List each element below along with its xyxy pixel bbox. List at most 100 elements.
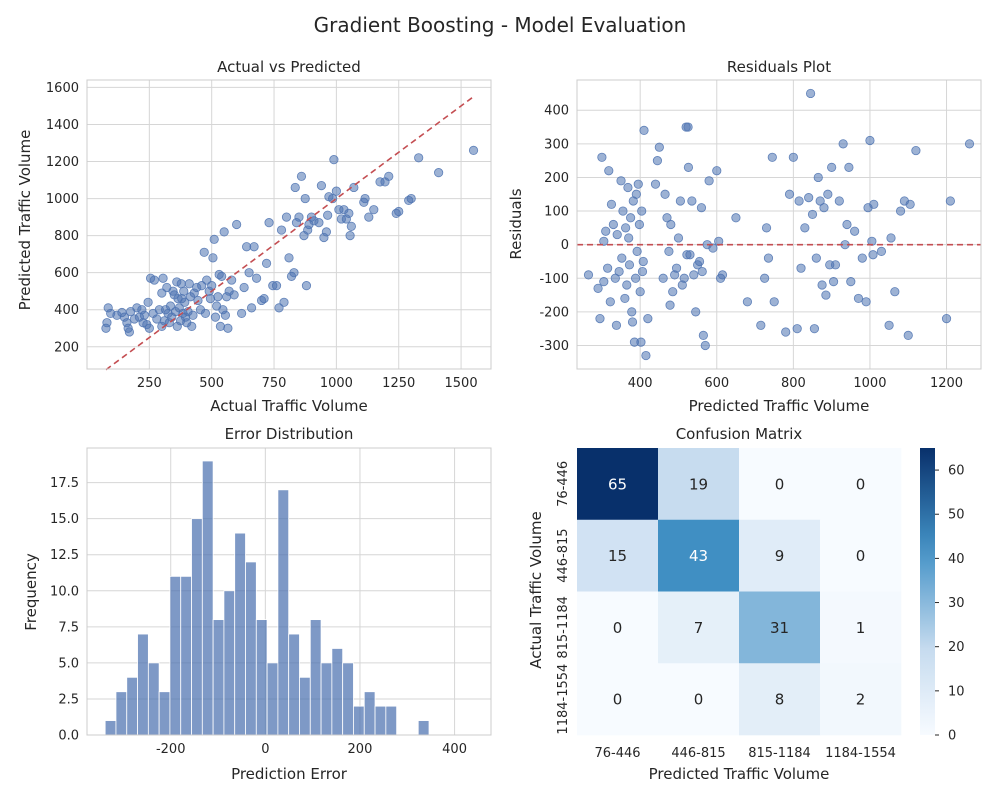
colorbar-tick-label: 60: [948, 464, 965, 479]
residuals-point: [608, 219, 618, 230]
residuals-y-tick-label: 0: [561, 238, 569, 253]
error-distribution-bar: [201, 460, 214, 736]
residuals-point: [627, 317, 638, 327]
error-distribution-y-tick-label: 2.5: [58, 692, 79, 707]
actual-vs-predicted-point: [188, 310, 198, 320]
actual-vs-predicted-title: Actual vs Predicted: [217, 58, 361, 76]
error-distribution-bar: [266, 662, 279, 736]
residuals-point: [623, 182, 633, 193]
actual-vs-predicted-point: [143, 297, 153, 307]
residuals-y-tick-label: 200: [544, 171, 569, 186]
error-distribution-bar: [320, 662, 333, 736]
confusion-matrix-cell: [739, 663, 821, 736]
error-distribution-bar: [342, 662, 354, 736]
colorbar-tick-label: 40: [948, 552, 965, 567]
residuals-point: [804, 193, 814, 203]
error-distribution-bar: [180, 575, 192, 736]
residuals-y-tick-label: -200: [539, 305, 569, 320]
residuals-point: [895, 206, 906, 216]
residuals-title: Residuals Plot: [727, 58, 831, 76]
figure-title: Gradient Boosting - Model Evaluation: [314, 13, 687, 37]
actual-vs-predicted-point: [294, 212, 304, 222]
residuals-point: [675, 196, 685, 206]
confusion-matrix-cell-value: 15: [608, 547, 627, 565]
colorbar-tick-label: 10: [948, 684, 965, 699]
confusion-matrix-cell-value: 0: [613, 691, 623, 709]
residuals-point: [788, 152, 798, 162]
residuals-x-tick-label: 1000: [853, 376, 886, 391]
residuals-point: [654, 142, 664, 152]
residuals-point: [683, 162, 694, 172]
residuals-y-tick-label: 300: [544, 137, 569, 152]
residuals-point: [626, 213, 636, 223]
error-distribution-bar: [223, 590, 236, 736]
error-distribution-y-tick-label: 12.5: [50, 548, 79, 563]
actual-vs-predicted-point: [276, 225, 287, 235]
confusion-matrix-cell: [739, 448, 821, 521]
residuals-point: [834, 196, 844, 206]
error-distribution-x-tick-label: 200: [348, 742, 373, 757]
confusion-matrix-cell-value: 1: [856, 619, 866, 637]
actual-vs-predicted-point: [149, 275, 159, 285]
actual-vs-predicted-x-tick-label: 1500: [445, 376, 478, 391]
actual-vs-predicted-point: [199, 247, 209, 257]
residuals-point: [853, 293, 864, 304]
actual-vs-predicted-point: [468, 145, 479, 155]
residuals-y-tick-label: 400: [544, 104, 569, 119]
actual-vs-predicted-point: [219, 227, 229, 237]
residuals-point: [756, 320, 766, 330]
error-distribution-xlabel: Prediction Error: [231, 765, 348, 783]
colorbar: [920, 448, 935, 735]
residuals-point: [813, 172, 823, 183]
actual-vs-predicted-point: [223, 323, 233, 333]
actual-vs-predicted-y-tick-label: 1600: [46, 81, 79, 96]
error-distribution-bar: [115, 691, 128, 736]
actual-vs-predicted-point: [152, 314, 162, 324]
residuals-point: [886, 233, 896, 243]
actual-vs-predicted-point: [261, 258, 272, 269]
residuals-point: [583, 270, 594, 280]
error-distribution-y-tick-label: 5.0: [58, 656, 79, 671]
error-distribution-bar: [277, 489, 290, 736]
residuals-point: [633, 179, 643, 189]
residuals-point: [850, 226, 860, 236]
residuals-point: [636, 337, 646, 347]
error-distribution-bar: [299, 676, 311, 736]
actual-vs-predicted-y-tick-label: 200: [54, 340, 79, 355]
error-distribution-bar: [385, 705, 398, 736]
residuals-point: [890, 287, 900, 297]
actual-vs-predicted-point: [321, 227, 332, 237]
confusion-matrix-cell-value: 0: [775, 475, 785, 493]
actual-vs-predicted-y-tick-label: 1200: [46, 155, 79, 170]
actual-vs-predicted-point: [139, 310, 149, 320]
error-distribution-panel: Error Distribution Prediction Error Freq…: [22, 425, 492, 783]
confusion-matrix-panel: Confusion Matrix Predicted Traffic Volum…: [527, 425, 965, 783]
error-distribution-y-tick-label: 7.5: [58, 620, 79, 635]
residuals-x-tick-label: 1200: [930, 376, 963, 391]
residuals-frame: [576, 79, 982, 370]
residuals-point: [652, 156, 663, 166]
residuals-point: [597, 152, 607, 162]
residuals-point: [641, 350, 651, 361]
residuals-y-tick-label: -300: [539, 339, 569, 354]
actual-vs-predicted-point: [217, 271, 227, 281]
residuals-point: [605, 297, 615, 307]
error-distribution-bar: [417, 720, 430, 736]
error-distribution-bar: [309, 619, 322, 736]
residuals-point: [846, 277, 856, 287]
confusion-matrix-row-label: 446-815: [556, 528, 571, 582]
residuals-x-tick-label: 400: [628, 376, 653, 391]
actual-vs-predicted-point: [406, 193, 416, 204]
residuals-point: [696, 203, 707, 213]
residuals-point: [622, 280, 632, 290]
actual-vs-predicted-x-tick-label: 1250: [382, 376, 415, 391]
residuals-point: [637, 266, 648, 277]
actual-vs-predicted-point: [316, 180, 327, 191]
residuals-x-tick-label: 600: [704, 376, 729, 391]
actual-vs-predicted-point: [239, 282, 249, 293]
actual-vs-predicted-point: [232, 219, 242, 230]
residuals-point: [691, 307, 701, 317]
residuals-point: [650, 179, 661, 189]
residuals-point: [618, 206, 628, 216]
